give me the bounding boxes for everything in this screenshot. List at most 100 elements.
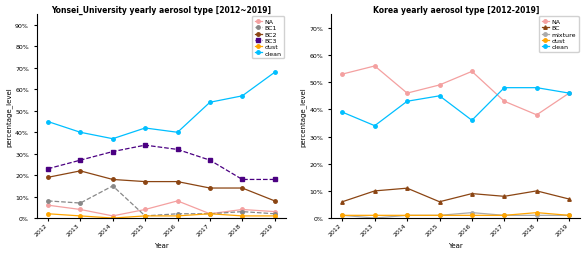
dust	[174, 215, 181, 218]
Line: dust: dust	[46, 212, 277, 220]
NA	[339, 73, 346, 76]
dust	[206, 212, 213, 215]
BC3	[174, 148, 181, 151]
BC	[501, 195, 508, 198]
BC3	[45, 168, 52, 171]
NA	[565, 92, 573, 95]
NA	[533, 114, 540, 117]
clean	[77, 131, 84, 134]
mixture	[565, 214, 573, 217]
Line: NA: NA	[340, 65, 571, 117]
NA	[404, 92, 411, 95]
clean	[468, 119, 475, 122]
NA	[45, 204, 52, 207]
dust	[371, 214, 378, 217]
clean	[142, 127, 149, 130]
BC	[565, 198, 573, 201]
dust	[404, 214, 411, 217]
mixture	[371, 217, 378, 220]
Line: BC: BC	[340, 187, 571, 204]
dust	[77, 215, 84, 218]
mixture	[501, 214, 508, 217]
dust	[45, 212, 52, 215]
dust	[436, 214, 443, 217]
NA	[436, 84, 443, 87]
BC1	[142, 215, 149, 218]
dust	[339, 214, 346, 217]
BC2	[239, 187, 246, 190]
BC	[339, 200, 346, 203]
Line: BC1: BC1	[46, 184, 277, 218]
Legend: NA, BC1, BC2, BC3, dust, clean: NA, BC1, BC2, BC3, dust, clean	[252, 17, 284, 59]
dust	[501, 214, 508, 217]
dust	[468, 214, 475, 217]
NA	[142, 208, 149, 211]
clean	[533, 87, 540, 90]
BC2	[45, 176, 52, 179]
NA	[206, 212, 213, 215]
NA	[174, 200, 181, 203]
clean	[404, 100, 411, 103]
dust	[239, 215, 246, 218]
NA	[371, 65, 378, 68]
dust	[533, 211, 540, 214]
BC	[533, 190, 540, 193]
BC2	[142, 180, 149, 183]
Y-axis label: percentage_level: percentage_level	[5, 87, 12, 147]
Line: dust: dust	[340, 211, 571, 217]
dust	[142, 215, 149, 218]
NA	[77, 208, 84, 211]
Legend: NA, BC, mixture, dust, clean: NA, BC, mixture, dust, clean	[539, 17, 578, 53]
Title: Yonsei_University yearly aerosol type [2012~2019]: Yonsei_University yearly aerosol type [2…	[52, 6, 271, 15]
Line: clean: clean	[46, 71, 277, 141]
clean	[239, 95, 246, 98]
NA	[109, 215, 116, 218]
BC1	[239, 210, 246, 213]
BC1	[174, 212, 181, 215]
clean	[565, 92, 573, 95]
mixture	[436, 214, 443, 217]
X-axis label: Year: Year	[154, 243, 169, 248]
Line: BC3: BC3	[46, 144, 277, 181]
BC2	[271, 200, 278, 203]
Line: clean: clean	[340, 87, 571, 128]
X-axis label: Year: Year	[448, 243, 463, 248]
Title: Korea yearly aerosol type [2012-2019]: Korea yearly aerosol type [2012-2019]	[373, 6, 539, 14]
Line: BC2: BC2	[46, 169, 277, 203]
clean	[339, 111, 346, 114]
mixture	[404, 214, 411, 217]
NA	[501, 100, 508, 103]
BC	[371, 190, 378, 193]
NA	[271, 210, 278, 213]
BC	[404, 187, 411, 190]
BC2	[77, 170, 84, 173]
BC3	[77, 159, 84, 162]
clean	[501, 87, 508, 90]
BC2	[109, 178, 116, 181]
BC1	[206, 212, 213, 215]
BC3	[206, 159, 213, 162]
BC2	[174, 180, 181, 183]
dust	[271, 215, 278, 218]
BC1	[109, 185, 116, 188]
Line: NA: NA	[46, 199, 277, 218]
clean	[271, 71, 278, 74]
NA	[239, 208, 246, 211]
mixture	[339, 214, 346, 217]
BC1	[271, 212, 278, 215]
dust	[109, 217, 116, 220]
BC3	[271, 178, 278, 181]
clean	[174, 131, 181, 134]
clean	[371, 125, 378, 128]
BC3	[109, 150, 116, 153]
Y-axis label: percentage_level: percentage_level	[300, 87, 306, 147]
clean	[109, 138, 116, 141]
mixture	[533, 214, 540, 217]
BC1	[45, 200, 52, 203]
Line: mixture: mixture	[340, 211, 571, 220]
clean	[436, 95, 443, 98]
clean	[45, 121, 52, 124]
BC3	[239, 178, 246, 181]
dust	[565, 214, 573, 217]
NA	[468, 71, 475, 74]
